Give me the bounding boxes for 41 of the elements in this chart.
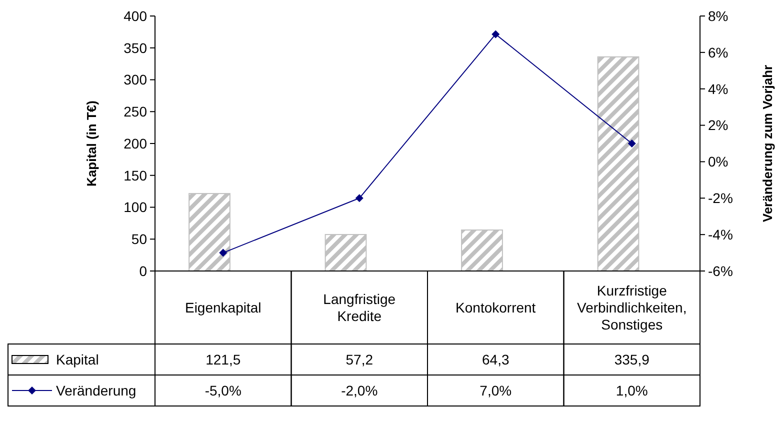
data-label: 121,5 [206, 351, 241, 368]
y2-tick-label: -2% [708, 190, 733, 206]
y-axis-title: Kapital (in T€) [84, 100, 99, 186]
data-label: 57,2 [346, 351, 374, 368]
y-tick-label: 50 [131, 231, 148, 248]
y-tick-label: 0 [139, 262, 148, 279]
y2-tick-label: 0% [708, 154, 728, 170]
bar [597, 56, 640, 272]
legend-label: Veränderung [56, 382, 136, 398]
bar [188, 193, 230, 272]
y-tick-label: 250 [124, 104, 148, 120]
y2-tick-label: 6% [708, 44, 728, 60]
point [492, 30, 500, 38]
point [355, 194, 364, 202]
y2-tick-label: 8% [708, 8, 728, 24]
y-tick-label: 100 [124, 199, 148, 216]
point [219, 248, 228, 257]
data-label: 7,0% [480, 382, 512, 398]
y-tick-label: 200 [124, 135, 148, 152]
y2-tick-label: -4% [708, 226, 733, 242]
y-tick-label: 350 [124, 40, 148, 56]
x-tick-label: Eigenkapital [184, 299, 262, 316]
legend-label: Kapital [56, 351, 99, 368]
point [628, 140, 636, 148]
y2-tick-label: 4% [708, 80, 728, 97]
y-tick-label: 150 [124, 167, 148, 184]
bar [324, 234, 367, 272]
y-tick-label: 400 [124, 8, 148, 24]
data-label: 64,3 [482, 351, 510, 368]
x-tick-label: Kurzfristige Verbindlichkeiten, Sonstiges [577, 282, 687, 332]
x-tick-label: Kontokorrent [456, 299, 536, 316]
bar [461, 230, 503, 272]
data-label: 1,0% [616, 382, 648, 398]
y-tick-label: 300 [124, 72, 148, 88]
x-tick-label: Langfristige Kredite [323, 290, 396, 324]
data-label: 335,9 [614, 351, 650, 368]
y2-axis-title: Veränderung zum Vorjahr [760, 64, 775, 222]
y2-tick-label: 2% [708, 117, 728, 134]
data-label: -2,0% [341, 382, 378, 398]
data-label: -5,0% [204, 382, 242, 398]
y2-tick-label: -6% [708, 262, 733, 279]
